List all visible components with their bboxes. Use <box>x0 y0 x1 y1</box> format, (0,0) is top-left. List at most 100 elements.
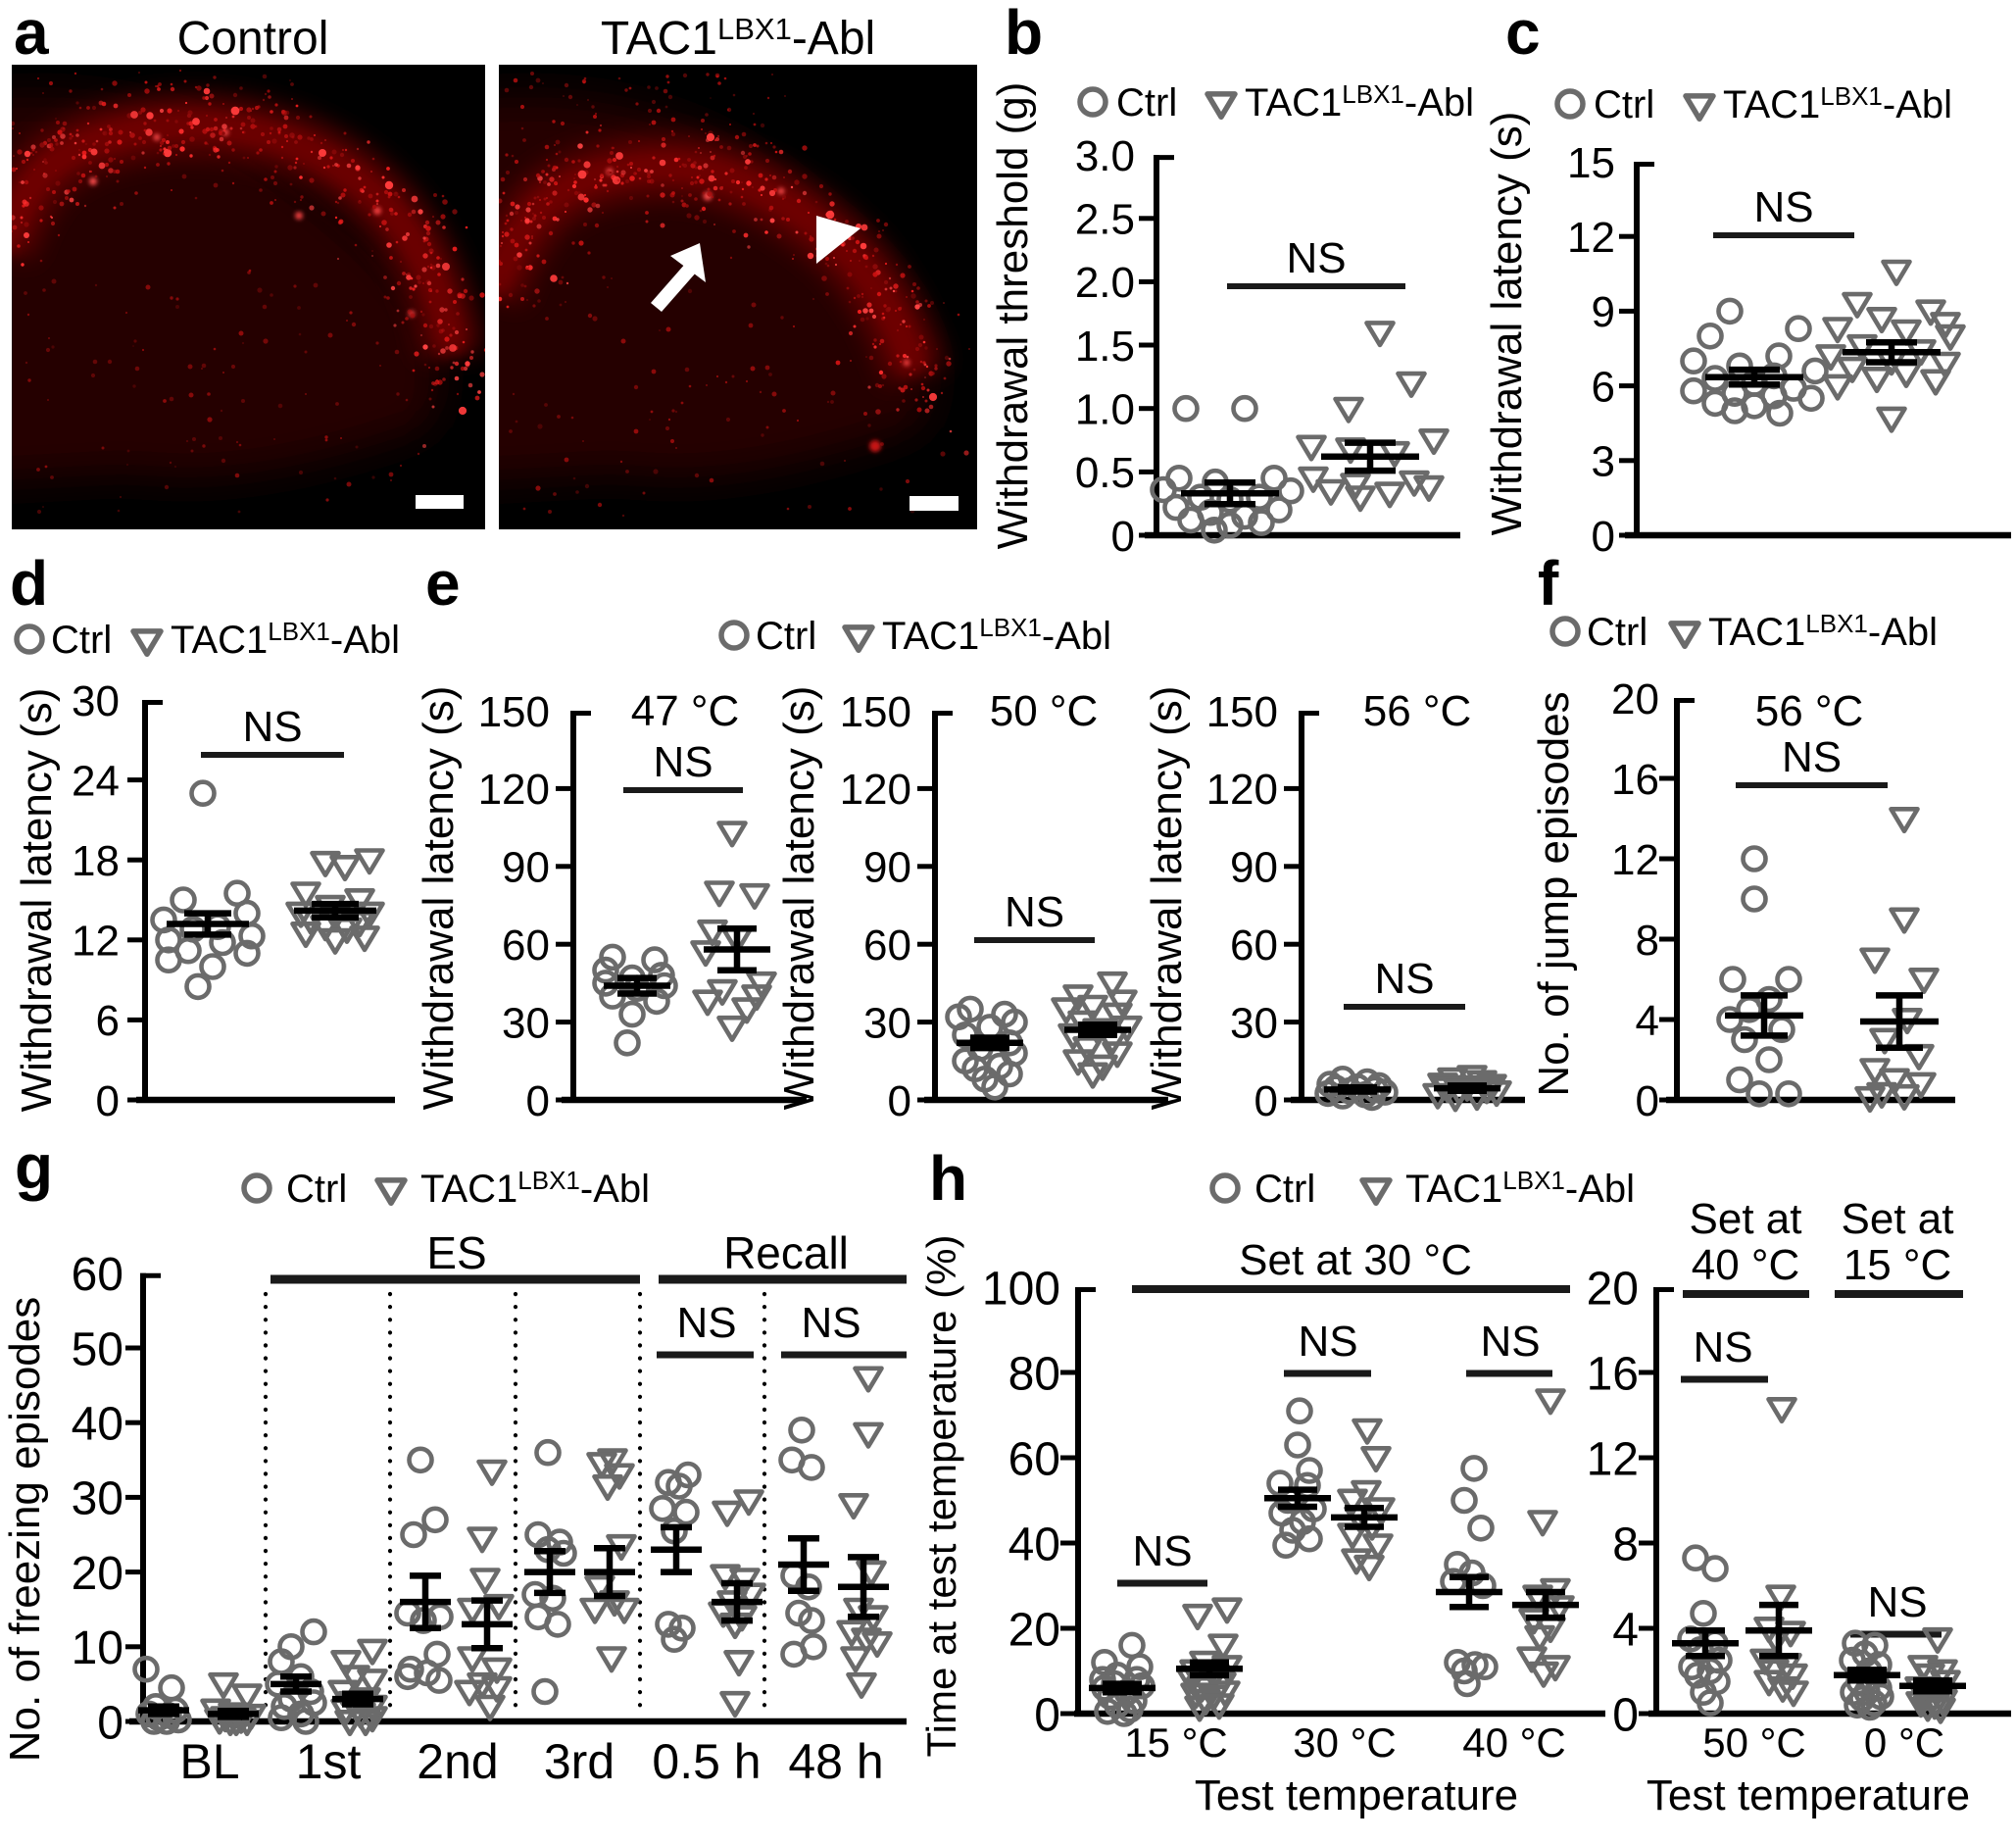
svg-text:NS: NS <box>1693 1323 1752 1371</box>
svg-text:12: 12 <box>1587 1433 1639 1485</box>
svg-text:150: 150 <box>1206 688 1278 736</box>
svg-text:3rd: 3rd <box>544 1734 615 1789</box>
svg-text:Ctrl: Ctrl <box>286 1168 347 1211</box>
svg-text:TAC1LBX1-Abl: TAC1LBX1-Abl <box>882 613 1111 658</box>
svg-text:30: 30 <box>72 677 120 725</box>
svg-text:50 °C: 50 °C <box>1702 1719 1806 1766</box>
svg-text:NS: NS <box>653 738 713 786</box>
svg-text:20: 20 <box>1611 675 1659 723</box>
svg-text:NS: NS <box>242 703 302 751</box>
svg-text:150: 150 <box>840 688 911 736</box>
svg-text:TAC1LBX1-Abl: TAC1LBX1-Abl <box>601 12 875 65</box>
svg-text:90: 90 <box>863 844 911 892</box>
svg-text:6: 6 <box>96 997 120 1045</box>
svg-text:Recall: Recall <box>723 1227 849 1278</box>
svg-text:8: 8 <box>1612 1519 1639 1570</box>
svg-text:Withdrawal latency (s): Withdrawal latency (s) <box>1483 112 1531 536</box>
svg-text:ES: ES <box>426 1227 486 1278</box>
svg-text:NS: NS <box>1374 955 1434 1003</box>
svg-text:Ctrl: Ctrl <box>756 615 816 658</box>
svg-text:0 °C: 0 °C <box>1864 1719 1944 1766</box>
svg-text:60: 60 <box>502 922 550 970</box>
svg-text:2nd: 2nd <box>417 1734 498 1789</box>
svg-text:NS: NS <box>676 1299 736 1347</box>
svg-text:NS: NS <box>1298 1318 1357 1366</box>
svg-text:2.0: 2.0 <box>1075 259 1135 307</box>
svg-text:f: f <box>1538 548 1559 619</box>
svg-text:60: 60 <box>1008 1433 1060 1485</box>
svg-text:90: 90 <box>502 844 550 892</box>
svg-text:Set at 30 °C: Set at 30 °C <box>1239 1236 1472 1284</box>
svg-text:1st: 1st <box>296 1734 362 1789</box>
svg-text:g: g <box>15 1131 53 1202</box>
svg-text:Test temperature: Test temperature <box>1647 1771 1970 1819</box>
svg-text:0: 0 <box>97 1697 123 1749</box>
svg-text:TAC1LBX1-Abl: TAC1LBX1-Abl <box>420 1166 650 1211</box>
svg-text:120: 120 <box>840 766 911 814</box>
svg-text:Test temperature: Test temperature <box>1195 1771 1518 1819</box>
svg-text:Withdrawal latency (s): Withdrawal latency (s) <box>1143 686 1191 1111</box>
svg-text:12: 12 <box>72 918 120 966</box>
svg-text:0: 0 <box>1254 1077 1278 1125</box>
svg-text:60: 60 <box>863 922 911 970</box>
svg-text:30: 30 <box>72 1473 123 1525</box>
svg-text:No. of jump episodes: No. of jump episodes <box>1530 691 1578 1096</box>
svg-text:BL: BL <box>179 1734 239 1789</box>
svg-text:0: 0 <box>1636 1077 1659 1125</box>
svg-text:1.0: 1.0 <box>1075 386 1135 434</box>
svg-text:Control: Control <box>177 13 329 65</box>
svg-text:NS: NS <box>1480 1318 1540 1366</box>
svg-text:30: 30 <box>1230 999 1278 1047</box>
svg-text:TAC1LBX1-Abl: TAC1LBX1-Abl <box>1723 81 1952 126</box>
svg-text:3.0: 3.0 <box>1075 132 1135 180</box>
svg-text:90: 90 <box>1230 844 1278 892</box>
svg-text:100: 100 <box>982 1263 1060 1315</box>
svg-text:Set at: Set at <box>1690 1195 1802 1243</box>
svg-text:NS: NS <box>801 1299 860 1347</box>
svg-text:20: 20 <box>72 1548 123 1600</box>
svg-text:40: 40 <box>72 1399 123 1451</box>
svg-text:150: 150 <box>478 688 550 736</box>
svg-text:15 °C: 15 °C <box>1844 1241 1952 1289</box>
svg-text:16: 16 <box>1587 1348 1639 1400</box>
svg-text:e: e <box>425 548 461 619</box>
svg-text:No. of freezing episodes: No. of freezing episodes <box>1 1297 49 1763</box>
svg-text:TAC1LBX1-Abl: TAC1LBX1-Abl <box>171 617 400 662</box>
svg-text:NS: NS <box>1867 1578 1927 1626</box>
svg-text:12: 12 <box>1567 214 1615 262</box>
svg-text:0: 0 <box>1592 513 1615 561</box>
svg-text:Withdrawal threshold (g): Withdrawal threshold (g) <box>989 82 1037 550</box>
svg-text:Ctrl: Ctrl <box>1594 83 1654 126</box>
svg-text:1.5: 1.5 <box>1075 323 1135 371</box>
svg-text:8: 8 <box>1636 917 1659 965</box>
svg-text:c: c <box>1505 0 1541 68</box>
svg-text:0: 0 <box>96 1077 120 1125</box>
svg-text:Withdrawal latency (s): Withdrawal latency (s) <box>13 688 61 1113</box>
svg-text:12: 12 <box>1611 836 1659 884</box>
svg-text:20: 20 <box>1587 1263 1639 1315</box>
svg-text:50 °C: 50 °C <box>990 687 1099 735</box>
svg-text:4: 4 <box>1636 997 1659 1045</box>
svg-text:47 °C: 47 °C <box>631 687 740 735</box>
svg-text:18: 18 <box>72 837 120 885</box>
svg-text:3: 3 <box>1592 438 1615 486</box>
svg-text:20: 20 <box>1008 1604 1060 1656</box>
svg-text:b: b <box>1005 0 1043 68</box>
svg-text:0.5 h: 0.5 h <box>652 1734 761 1789</box>
svg-text:6: 6 <box>1592 363 1615 411</box>
svg-text:d: d <box>10 548 48 619</box>
svg-text:Withdrawal latency (s): Withdrawal latency (s) <box>775 686 823 1111</box>
svg-text:NS: NS <box>1005 888 1064 936</box>
svg-text:NS: NS <box>1782 733 1842 781</box>
svg-text:Ctrl: Ctrl <box>51 619 112 662</box>
svg-text:24: 24 <box>72 757 120 805</box>
svg-text:TAC1LBX1-Abl: TAC1LBX1-Abl <box>1245 79 1474 125</box>
svg-text:a: a <box>14 0 49 68</box>
svg-text:0: 0 <box>526 1077 550 1125</box>
svg-text:0: 0 <box>1111 513 1135 561</box>
svg-text:0.5: 0.5 <box>1075 449 1135 497</box>
svg-text:40 °C: 40 °C <box>1462 1719 1566 1766</box>
svg-text:16: 16 <box>1611 756 1659 804</box>
svg-text:56 °C: 56 °C <box>1755 687 1864 735</box>
svg-text:Ctrl: Ctrl <box>1254 1168 1315 1211</box>
